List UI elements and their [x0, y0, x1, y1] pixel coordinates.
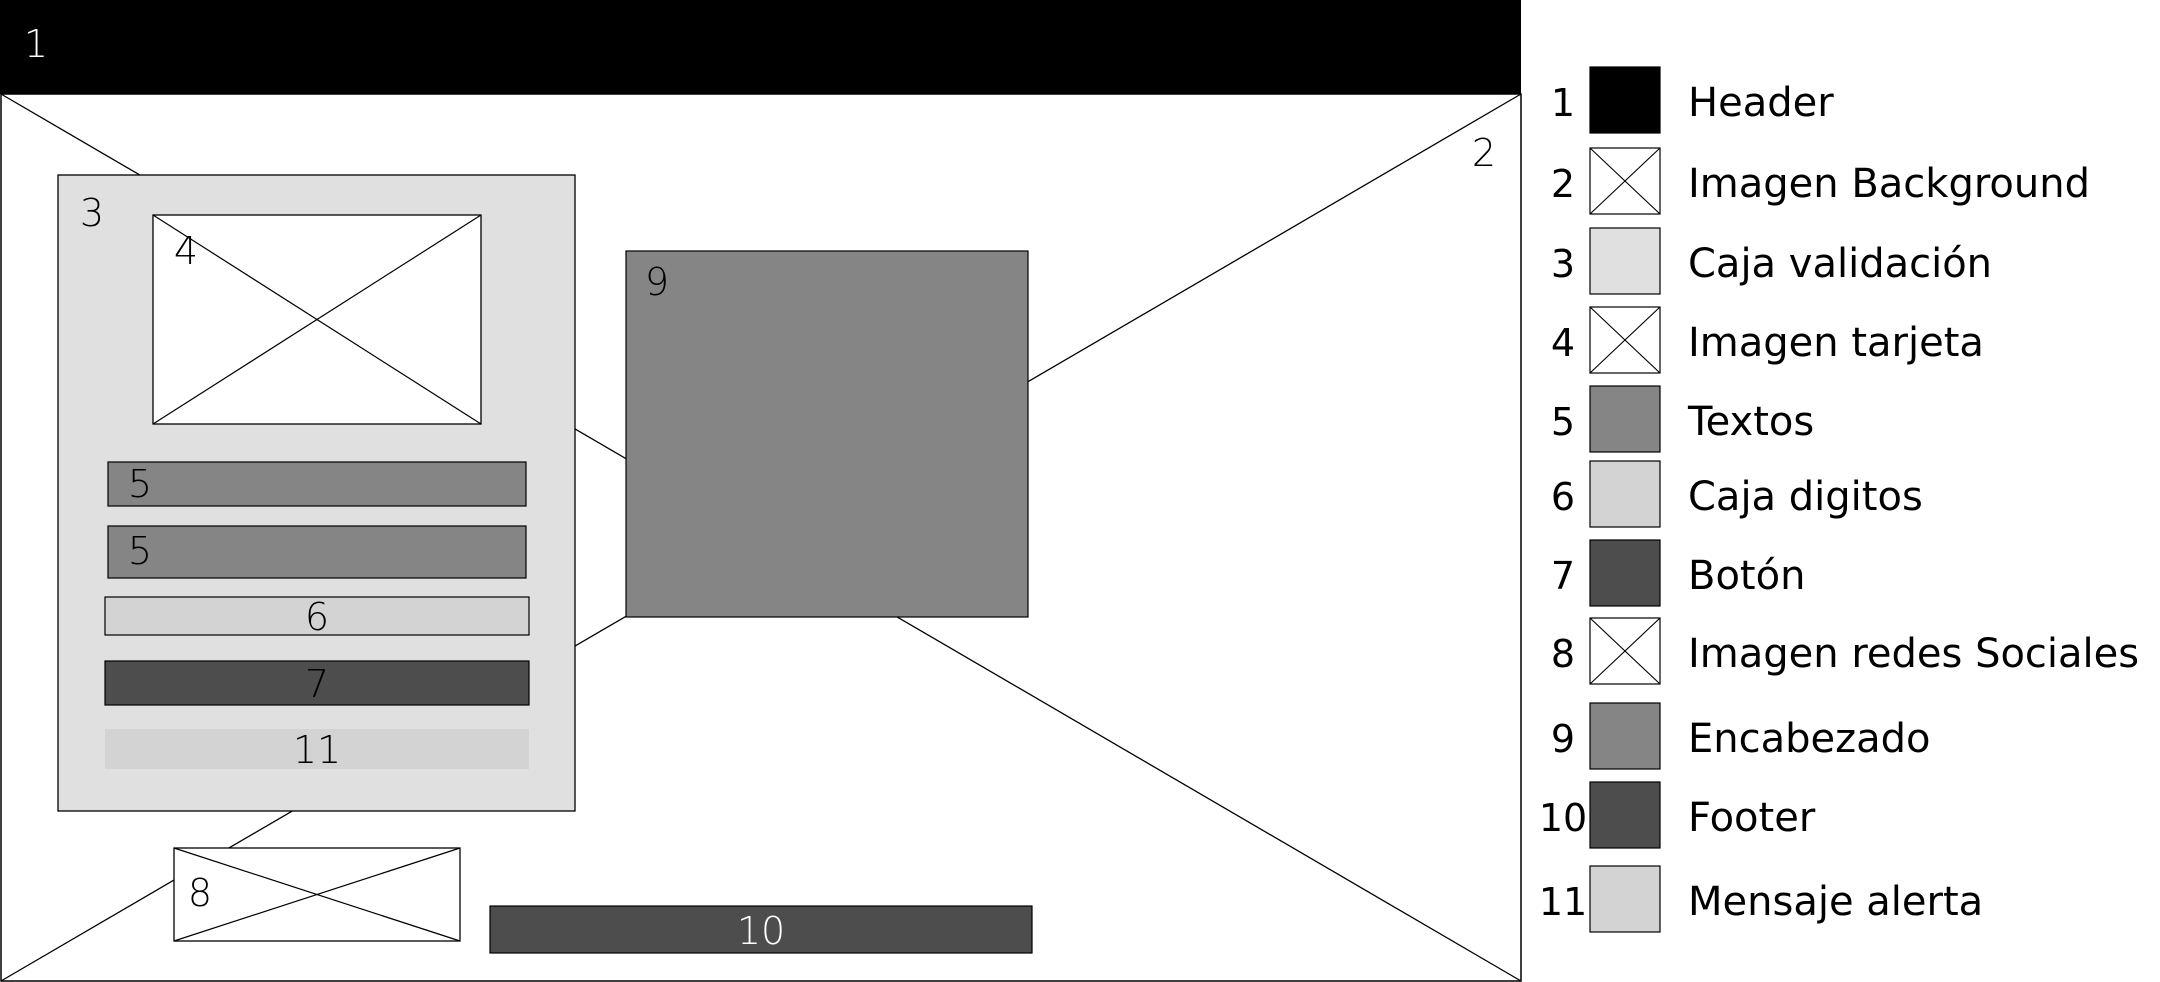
legend-item-label: Mensaje alerta: [1688, 879, 1983, 925]
legend-item-number: 8: [1551, 632, 1575, 676]
digits-box: 6: [104, 595, 530, 639]
heading-block-number: 9: [645, 260, 669, 304]
header-block: 1: [0, 0, 1521, 94]
legend-item-swatch: [1589, 385, 1661, 453]
legend-item: 2 Imagen Background: [1551, 147, 2090, 215]
digits-box-number: 6: [305, 595, 329, 639]
legend-item: 1 Header: [1551, 66, 1834, 134]
alert-message-number: 11: [293, 728, 341, 772]
legend-item-number: 4: [1551, 321, 1575, 365]
legend-item-swatch: [1589, 781, 1661, 849]
legend-item-swatch: [1589, 460, 1661, 528]
legend-item-swatch: [1589, 865, 1661, 933]
card-image-number: 4: [174, 229, 198, 273]
legend-item-label: Header: [1688, 80, 1834, 126]
legend-item-label: Caja digitos: [1688, 474, 1923, 520]
legend-item-label: Imagen Background: [1688, 161, 2090, 207]
legend-item-label: Caja validación: [1688, 241, 1992, 287]
legend-item-label: Encabezado: [1688, 716, 1931, 762]
legend-swatch-cross-line-2: [1589, 306, 1661, 374]
text-block-1-number: 5: [128, 462, 152, 506]
legend-item-number: 6: [1551, 475, 1575, 519]
legend-item-number: 5: [1551, 400, 1575, 444]
legend-item-label: Botón: [1688, 553, 1805, 599]
legend-item: 5 Textos: [1551, 385, 1814, 453]
legend: 1 Header 2 Imagen Background 3 Caja validació…: [1539, 66, 2139, 933]
legend-swatch-cross-line-2: [1589, 617, 1661, 685]
legend-item: 6 Caja digitos: [1551, 460, 1923, 528]
legend-item-swatch: [1589, 702, 1661, 770]
legend-item-swatch: [1589, 539, 1661, 607]
text-block-2: 5: [107, 525, 527, 579]
legend-item-swatch: [1589, 66, 1661, 134]
legend-item-number: 9: [1551, 717, 1575, 761]
legend-item: 4 Imagen tarjeta: [1551, 306, 1984, 374]
legend-item: 8 Imagen redes Sociales: [1551, 617, 2139, 685]
legend-item: 3 Caja validación: [1551, 227, 1992, 295]
legend-item-label: Imagen redes Sociales: [1688, 631, 2139, 677]
legend-item-number: 11: [1539, 880, 1587, 924]
legend-item-number: 3: [1551, 242, 1575, 286]
text-block-1: 5: [107, 461, 527, 507]
footer-block: 10: [489, 905, 1033, 954]
legend-item-number: 1: [1551, 81, 1575, 125]
button-block: 7: [104, 660, 530, 706]
social-image-cross-line-2: [173, 847, 461, 942]
text-block-2-number: 5: [128, 529, 152, 573]
footer-number: 10: [737, 909, 785, 953]
social-image-placeholder: 8: [173, 847, 461, 942]
button-block-number: 7: [305, 662, 329, 706]
legend-item-number: 7: [1551, 554, 1575, 598]
card-image-cross-line-2: [152, 214, 482, 425]
legend-item-number: 10: [1539, 796, 1587, 840]
legend-item: 11 Mensaje alerta: [1539, 865, 1983, 933]
card-image-placeholder: 4: [152, 214, 482, 425]
background-image-number: 2: [1472, 131, 1496, 175]
heading-block: 9: [625, 250, 1029, 618]
social-image-number: 8: [188, 871, 212, 915]
legend-swatch-cross-line-2: [1589, 147, 1661, 215]
header-rect: [0, 0, 1521, 94]
legend-item: 9 Encabezado: [1551, 702, 1931, 770]
alert-message-block: 11: [105, 728, 529, 772]
legend-item: 10 Footer: [1539, 781, 1816, 849]
legend-item: 7 Botón: [1551, 539, 1805, 607]
header-number: 1: [24, 22, 48, 66]
legend-item-label: Footer: [1688, 795, 1816, 841]
validation-box-number: 3: [80, 191, 104, 235]
legend-item-label: Textos: [1687, 399, 1814, 445]
legend-item-number: 2: [1551, 162, 1575, 206]
legend-item-label: Imagen tarjeta: [1688, 320, 1984, 366]
legend-item-swatch: [1589, 227, 1661, 295]
